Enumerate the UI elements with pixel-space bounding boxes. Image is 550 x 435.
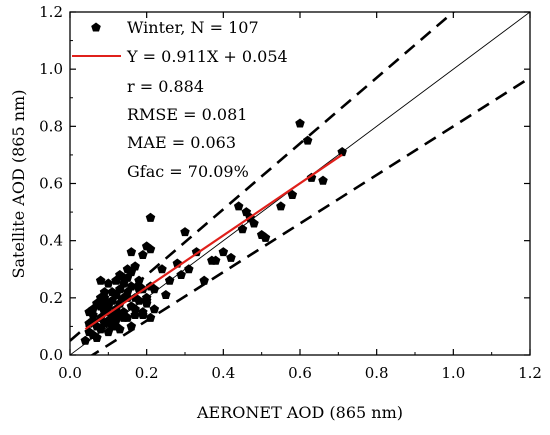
x-tick-label: 0.2 (135, 364, 159, 382)
data-point (118, 312, 129, 322)
x-tick-label: 0.4 (211, 364, 235, 382)
data-point (237, 224, 248, 234)
stat-gfac: Gfac = 70.09% (127, 162, 249, 181)
data-point (157, 264, 167, 274)
data-point (99, 292, 110, 302)
fit-line-layer (84, 153, 343, 331)
data-point (199, 275, 209, 285)
stat-r: r = 0.884 (127, 77, 204, 96)
data-point (126, 247, 137, 257)
data-point (149, 284, 160, 294)
data-point (161, 289, 171, 300)
data-point (122, 272, 133, 282)
legend-series-marker (91, 22, 101, 32)
x-tick-label: 1.2 (518, 364, 542, 382)
data-point (80, 335, 91, 345)
data-point (184, 264, 194, 274)
axes: 0.0 0.2 0.4 0.6 0.8 1.0 1.2 0.0 0.2 0.4 0.6 0.8 1.0 1… (39, 3, 542, 382)
data-point (149, 304, 160, 314)
x-tick-label: 0.6 (288, 364, 312, 382)
x-tick-label: 0.8 (365, 364, 389, 382)
y-tick-label: 1.2 (39, 3, 63, 21)
data-point (233, 201, 244, 211)
legend: Winter, N = 107 Y = 0.911X + 0.054 r = 0… (72, 18, 288, 181)
data-point (107, 315, 117, 325)
data-point (99, 287, 110, 297)
data-point (318, 175, 328, 185)
data-point (145, 312, 156, 322)
data-point (191, 247, 202, 257)
data-point (207, 255, 217, 265)
data-point (141, 298, 152, 308)
data-point (164, 275, 175, 285)
y-tick-label: 0.8 (39, 117, 63, 135)
legend-fit-label: Y = 0.911X + 0.054 (126, 47, 288, 66)
data-point (107, 287, 117, 297)
data-point (126, 281, 137, 291)
data-point (180, 227, 190, 237)
data-point (103, 278, 114, 288)
y-axis-title: Satellite AOD (865 nm) (9, 90, 28, 279)
data-point (276, 201, 286, 211)
data-point (218, 247, 229, 257)
scatter-points (80, 118, 347, 345)
data-point (287, 189, 298, 199)
x-tick-label: 1.0 (441, 364, 465, 382)
data-point (138, 249, 148, 259)
data-point (145, 244, 156, 254)
data-point (130, 292, 140, 302)
data-point (226, 252, 236, 262)
x-axis-title: AERONET AOD (865 nm) (196, 403, 403, 422)
data-point (295, 118, 305, 128)
data-point (130, 304, 140, 314)
data-point (138, 309, 148, 320)
data-point (145, 212, 156, 222)
data-point (92, 332, 102, 342)
data-point (126, 321, 137, 331)
data-point (88, 309, 98, 320)
x-tick-label: 0.0 (58, 364, 82, 382)
data-point (95, 275, 106, 285)
data-point (260, 232, 271, 242)
stat-mae: MAE = 0.063 (127, 133, 236, 152)
y-tick-label: 0.0 (39, 346, 63, 364)
data-point (337, 147, 347, 157)
data-point (134, 275, 144, 285)
legend-series-label: Winter, N = 107 (127, 18, 259, 37)
y-tick-label: 0.4 (39, 232, 63, 250)
data-point (134, 281, 144, 291)
lower-envelope-line (90, 76, 530, 355)
fit-line (84, 153, 343, 331)
y-tick-label: 0.6 (39, 175, 63, 193)
data-point (111, 275, 121, 285)
data-point (302, 135, 313, 145)
y-tick-label: 0.2 (39, 289, 63, 307)
y-tick-label: 1.0 (39, 60, 63, 78)
stat-rmse: RMSE = 0.081 (127, 105, 247, 124)
data-point (176, 269, 186, 280)
